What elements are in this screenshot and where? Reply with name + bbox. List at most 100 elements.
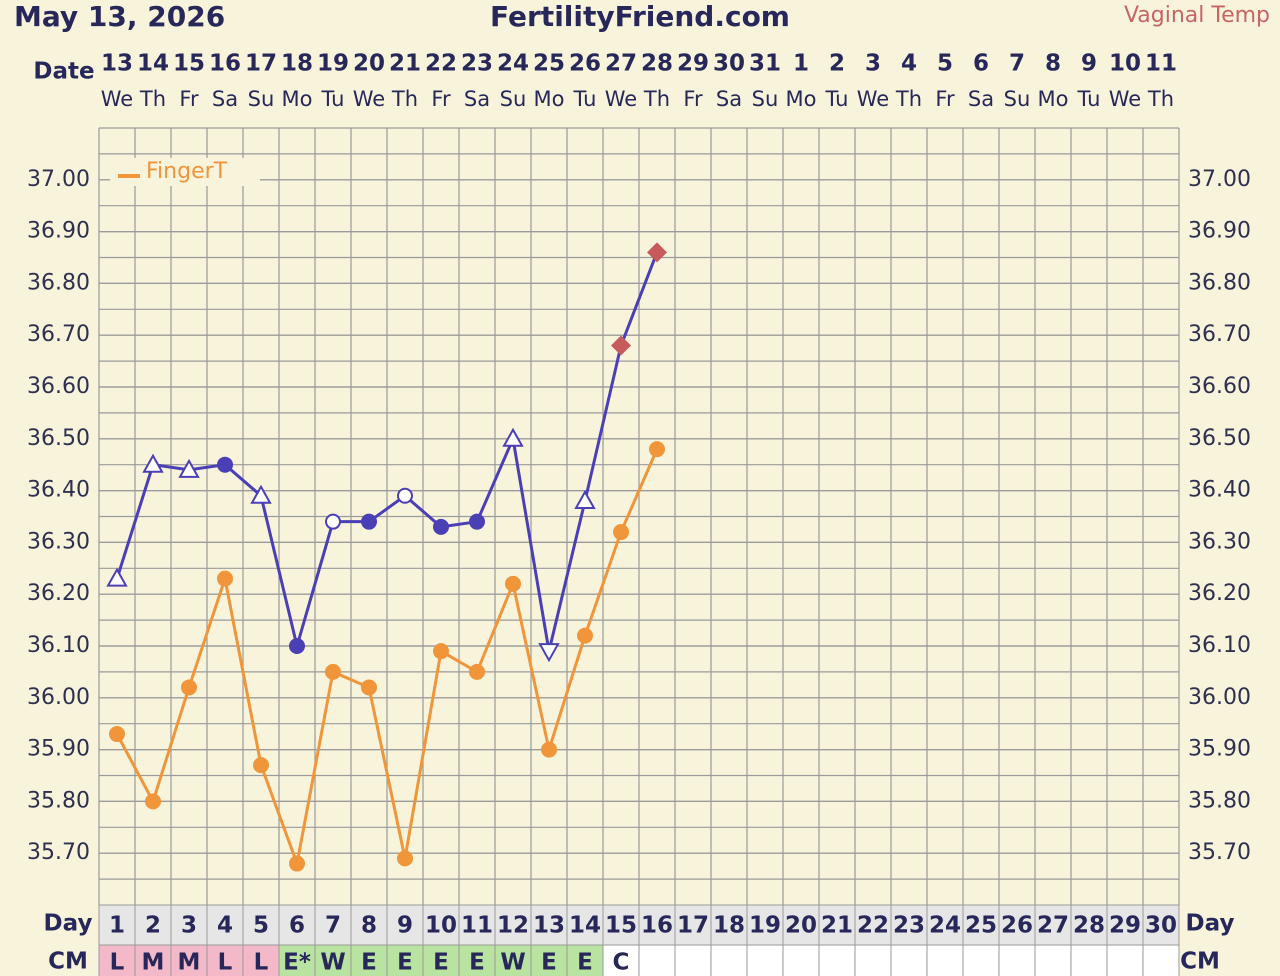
cm-value: W	[320, 950, 345, 976]
legend-label: FingerT	[146, 159, 228, 184]
weekday-label: We	[353, 87, 385, 111]
y-tick-label: 36.70	[27, 322, 90, 347]
day-number: 3	[181, 913, 197, 939]
date-label: 3	[865, 51, 881, 77]
weekday-label: Sa	[968, 87, 994, 111]
day-cell	[926, 904, 964, 946]
weekday-label: Tu	[573, 87, 597, 111]
cm-value: E	[541, 950, 557, 976]
day-number: 26	[1001, 913, 1033, 939]
weekday-label: We	[605, 87, 637, 111]
series-line	[115, 448, 659, 870]
cm-value: L	[110, 950, 125, 976]
cm-cell	[314, 944, 352, 976]
cm-cell	[818, 944, 856, 976]
cm-value: E	[469, 950, 485, 976]
y-tick-label: 36.30	[27, 529, 90, 554]
series-line	[115, 251, 659, 652]
cm-cell	[98, 944, 136, 976]
day-cell	[242, 904, 280, 946]
day-number: 23	[893, 913, 925, 939]
date-label: 30	[713, 51, 745, 77]
weekday-label: We	[857, 87, 889, 111]
cm-label: CM	[1180, 949, 1220, 975]
point	[538, 643, 560, 663]
cm-value: W	[500, 950, 525, 976]
cm-cell	[890, 944, 928, 976]
weekday-label: Su	[500, 87, 527, 111]
y-tick-label: 36.80	[27, 270, 90, 295]
cm-value: C	[613, 950, 630, 976]
point	[106, 567, 128, 587]
day-number: 20	[785, 913, 817, 939]
date-label: 15	[173, 51, 205, 77]
weekday-label: Sa	[464, 87, 490, 111]
day-cell	[1070, 904, 1108, 946]
weekday-label: Tu	[1077, 87, 1101, 111]
y-tick-label: 35.80	[27, 788, 90, 813]
day-cell	[1106, 904, 1144, 946]
date-label: 19	[317, 51, 349, 77]
day-cell	[1034, 904, 1072, 946]
day-number: 28	[1073, 913, 1105, 939]
point	[109, 726, 125, 743]
day-cell	[134, 904, 172, 946]
cm-cell	[746, 944, 784, 976]
weekday-label: Sa	[212, 87, 238, 111]
point	[142, 453, 164, 473]
point	[361, 679, 377, 696]
weekday-label: Th	[391, 87, 418, 111]
day-number: 15	[605, 913, 637, 939]
y-tick-label: 36.00	[27, 685, 90, 710]
y-tick-label: 35.90	[27, 737, 90, 762]
y-tick-label: 35.70	[27, 840, 90, 865]
date-label: 23	[461, 51, 493, 77]
weekday-label: Sa	[716, 87, 742, 111]
cm-cell	[710, 944, 748, 976]
day-number: 17	[677, 913, 709, 939]
point	[361, 513, 377, 530]
cm-cell	[854, 944, 892, 976]
cm-value: E	[397, 950, 413, 976]
y-tick-label: 36.00	[1188, 685, 1251, 710]
y-tick-label: 36.10	[27, 633, 90, 658]
weekday-label: Th	[1147, 87, 1174, 111]
date-label: 16	[209, 51, 241, 77]
day-number: 14	[569, 913, 601, 939]
date-label: 17	[245, 51, 277, 77]
weekday-label: Fr	[431, 87, 451, 111]
date-label: 21	[389, 51, 421, 77]
cm-value: M	[142, 950, 165, 976]
day-number: 11	[461, 913, 493, 939]
date-label: 24	[497, 51, 529, 77]
cm-cell	[1070, 944, 1108, 976]
date-label: 29	[677, 51, 709, 77]
cm-cell	[1034, 944, 1072, 976]
day-label: Day	[1186, 911, 1235, 937]
point	[613, 524, 629, 541]
weekday-label: Fr	[179, 87, 199, 111]
cm-label: CM	[48, 949, 88, 975]
day-cell	[890, 904, 928, 946]
day-cell	[98, 904, 136, 946]
cm-cell	[350, 944, 388, 976]
chart-title: FertilityFriend.com	[490, 0, 790, 33]
weekday-label: Mo	[786, 87, 817, 111]
day-number: 4	[217, 913, 233, 939]
date-label: 10	[1109, 51, 1141, 77]
point	[289, 855, 305, 872]
date-label: 6	[973, 51, 989, 77]
date-label: 9	[1081, 51, 1097, 77]
y-tick-label: 37.00	[27, 167, 90, 192]
date-label: 22	[425, 51, 457, 77]
day-number: 5	[253, 913, 269, 939]
cm-cell	[926, 944, 964, 976]
day-number: 19	[749, 913, 781, 939]
date-label: 26	[569, 51, 601, 77]
day-number: 21	[821, 913, 853, 939]
cm-value: E	[433, 950, 449, 976]
point	[433, 643, 449, 660]
day-number: 8	[361, 913, 377, 939]
day-cell	[494, 904, 532, 946]
point	[325, 513, 341, 530]
